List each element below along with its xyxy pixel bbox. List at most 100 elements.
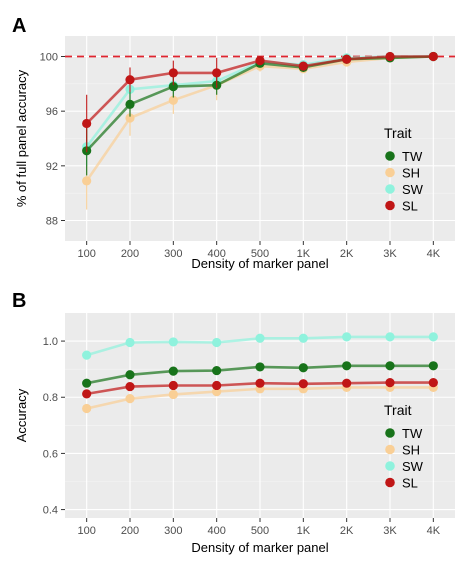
data-point	[125, 337, 135, 348]
y-axis-title: Accuracy	[14, 388, 29, 442]
x-tick-label: 4K	[427, 248, 441, 260]
y-tick-label: 96	[46, 106, 58, 118]
x-tick-label: 500	[251, 248, 269, 260]
legend-marker	[385, 444, 395, 455]
legend-marker	[385, 184, 395, 194]
panel-letter: A	[12, 15, 26, 37]
legend-label: SW	[402, 182, 424, 197]
panel-b: B 0.4 0.6 0.8 1.0 100 200 300 400 500 1K 2K 3K 4K Dens…	[12, 290, 455, 555]
data-point	[298, 333, 308, 343]
data-point	[342, 54, 352, 64]
data-point	[82, 176, 92, 186]
series-sh	[82, 382, 438, 414]
data-point	[342, 378, 352, 388]
y-tick-label: 1.0	[43, 336, 58, 348]
x-tick-label: 3K	[383, 525, 397, 537]
data-point	[255, 56, 265, 66]
panel-letter: B	[12, 290, 26, 312]
data-point	[125, 75, 135, 85]
y-tick-label: 88	[46, 216, 58, 228]
data-point	[168, 95, 178, 105]
data-point	[212, 365, 222, 376]
x-tick-label: 300	[164, 525, 182, 537]
data-point	[168, 389, 178, 400]
y-tick-label: 0.8	[43, 392, 58, 404]
legend-marker	[385, 461, 395, 471]
data-point	[342, 332, 352, 342]
x-axis-title: Density of marker panel	[191, 540, 328, 555]
series-tw	[82, 361, 438, 388]
legend-label: TW	[402, 149, 423, 164]
data-point	[385, 361, 395, 371]
legend-label: SH	[402, 166, 420, 181]
x-tick-label: 100	[77, 248, 95, 260]
x-tick-label: 2K	[340, 525, 354, 537]
legend-label: TW	[402, 426, 423, 441]
data-point	[125, 113, 135, 123]
series-sw	[82, 332, 438, 360]
data-point	[255, 378, 265, 388]
legend-title: Trait	[384, 125, 412, 141]
data-point	[385, 332, 395, 342]
data-point	[82, 403, 92, 414]
data-point	[168, 337, 178, 347]
data-point	[385, 378, 395, 388]
x-tick-label: 1K	[297, 525, 311, 537]
data-point	[298, 379, 308, 389]
x-tick-label: 100	[77, 525, 95, 537]
data-point	[125, 99, 135, 109]
data-point	[82, 118, 92, 129]
data-point	[298, 61, 308, 71]
x-tick-label: 3K	[383, 248, 397, 260]
x-tick-label: 4K	[427, 525, 441, 537]
legend-marker	[385, 151, 395, 161]
data-point	[385, 51, 395, 62]
data-point	[212, 337, 222, 348]
y-tick-label: 92	[46, 161, 58, 173]
legend-label: SH	[402, 443, 420, 458]
legend-label: SL	[402, 199, 418, 214]
panel-a: A 88 92 96 100 100 200 300 400 500 1K 2K 3K 4K Density…	[12, 15, 455, 271]
x-tick-label: 400	[207, 248, 225, 260]
data-point	[255, 362, 265, 372]
x-tick-label: 200	[121, 525, 139, 537]
legend-label: SW	[402, 459, 424, 474]
data-point	[212, 380, 222, 391]
data-point	[298, 363, 308, 373]
legend-title: Trait	[384, 402, 412, 418]
data-point	[168, 81, 178, 92]
x-tick-label: 1K	[297, 248, 311, 260]
legend-marker	[385, 428, 395, 438]
legend-label: SL	[402, 476, 418, 491]
data-point	[82, 350, 92, 360]
y-tick-label: 0.4	[43, 505, 58, 517]
y-tick-label: 0.6	[43, 448, 58, 460]
data-point	[168, 68, 178, 78]
x-tick-label: 500	[251, 525, 269, 537]
x-tick-label: 2K	[340, 248, 354, 260]
data-point	[125, 381, 135, 392]
data-point	[428, 378, 438, 388]
data-point	[428, 361, 438, 371]
data-point	[428, 51, 438, 62]
data-point	[212, 68, 222, 78]
legend-marker	[385, 200, 395, 211]
x-tick-label: 400	[207, 525, 225, 537]
data-point	[168, 366, 178, 376]
data-point	[82, 389, 92, 399]
data-point	[168, 380, 178, 391]
data-point	[125, 370, 135, 380]
data-point	[342, 361, 352, 371]
series-sl	[82, 378, 438, 399]
legend-marker	[385, 477, 395, 488]
y-tick-label: 100	[40, 52, 58, 64]
data-point	[82, 378, 92, 388]
data-point	[255, 333, 265, 343]
x-axis-title: Density of marker panel	[191, 256, 328, 271]
legend-marker	[385, 167, 395, 178]
series-sl	[82, 51, 438, 153]
data-point	[428, 332, 438, 342]
